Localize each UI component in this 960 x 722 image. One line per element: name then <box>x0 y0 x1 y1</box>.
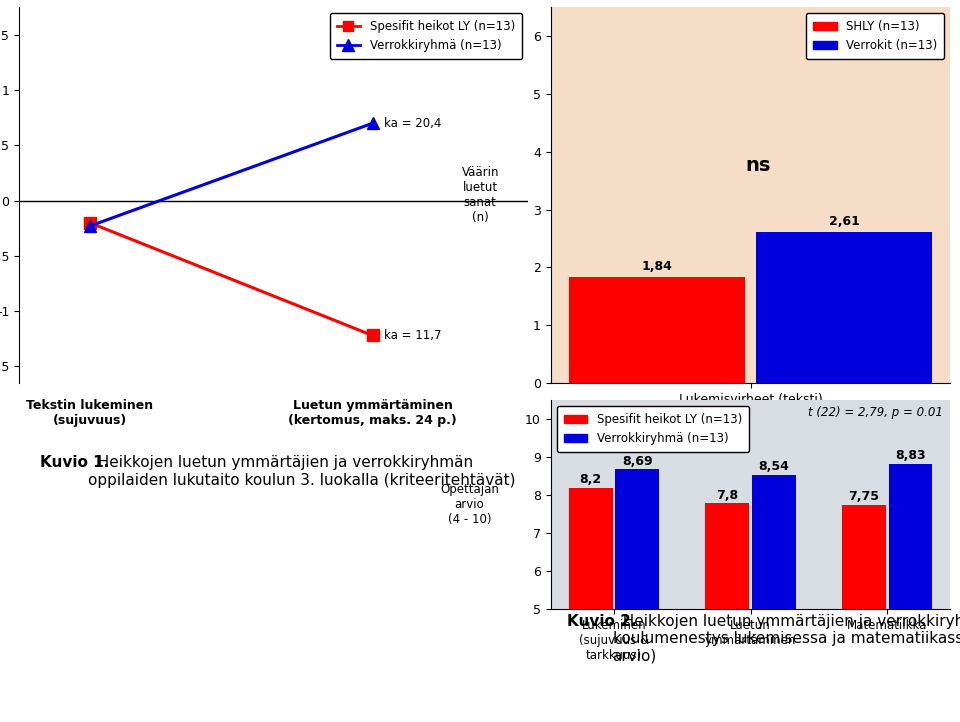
Text: Kuvio 1.: Kuvio 1. <box>39 456 108 471</box>
Text: Kuvio 2.: Kuvio 2. <box>566 614 636 629</box>
Spesifit heikot LY (n=13) <box>84 219 96 227</box>
Text: 7,75: 7,75 <box>849 490 879 503</box>
Text: 8,2: 8,2 <box>580 474 602 487</box>
Text: ka = 11,7: ka = 11,7 <box>384 329 442 342</box>
Text: 8,69: 8,69 <box>622 455 653 468</box>
Bar <box>752 474 796 722</box>
Spesifit heikot LY (n=13) <box>367 331 378 340</box>
Text: 7,8: 7,8 <box>716 489 738 502</box>
Legend: Spesifit heikot LY (n=13), Verrokkiryhmä (n=13): Spesifit heikot LY (n=13), Verrokkiryhmä… <box>557 406 749 452</box>
Bar <box>569 487 612 722</box>
Y-axis label: Opettajan
arvio
(4 - 10): Opettajan arvio (4 - 10) <box>440 483 499 526</box>
Text: 8,54: 8,54 <box>758 461 789 474</box>
Y-axis label: Väärin
luetut
sanat
(n): Väärin luetut sanat (n) <box>462 166 499 224</box>
Text: ns: ns <box>746 155 771 175</box>
Text: ka = 20,4: ka = 20,4 <box>384 117 442 130</box>
Text: t (22) = 2,79, p = 0.01: t (22) = 2,79, p = 0.01 <box>807 406 943 419</box>
Legend: SHLY (n=13), Verrokit (n=13): SHLY (n=13), Verrokit (n=13) <box>806 13 945 59</box>
Legend: Spesifit heikot LY (n=13), Verrokkiryhmä (n=13): Spesifit heikot LY (n=13), Verrokkiryhmä… <box>329 13 522 59</box>
Line: Spesifit heikot LY (n=13): Spesifit heikot LY (n=13) <box>84 217 378 341</box>
Verrokkiryhmä (n=13) <box>84 222 96 230</box>
Bar <box>756 232 932 383</box>
Bar <box>706 503 749 722</box>
Bar <box>889 464 932 722</box>
Verrokkiryhmä (n=13) <box>367 119 378 128</box>
Bar <box>615 469 659 722</box>
Bar <box>569 277 745 383</box>
Text: Heikkojen luetun ymmärtäjien ja verrokkiryhmän
koulumenestys lukemisessa ja mate: Heikkojen luetun ymmärtäjien ja verrokki… <box>612 614 960 664</box>
Text: 8,83: 8,83 <box>895 449 925 462</box>
Bar <box>842 505 886 722</box>
Text: 1,84: 1,84 <box>641 260 672 273</box>
Line: Verrokkiryhmä (n=13): Verrokkiryhmä (n=13) <box>84 117 379 232</box>
Text: Heikkojen luetun ymmärtäjien ja verrokkiryhmän
oppilaiden lukutaito koulun 3. lu: Heikkojen luetun ymmärtäjien ja verrokki… <box>88 456 516 488</box>
Text: 2,61: 2,61 <box>828 215 859 228</box>
